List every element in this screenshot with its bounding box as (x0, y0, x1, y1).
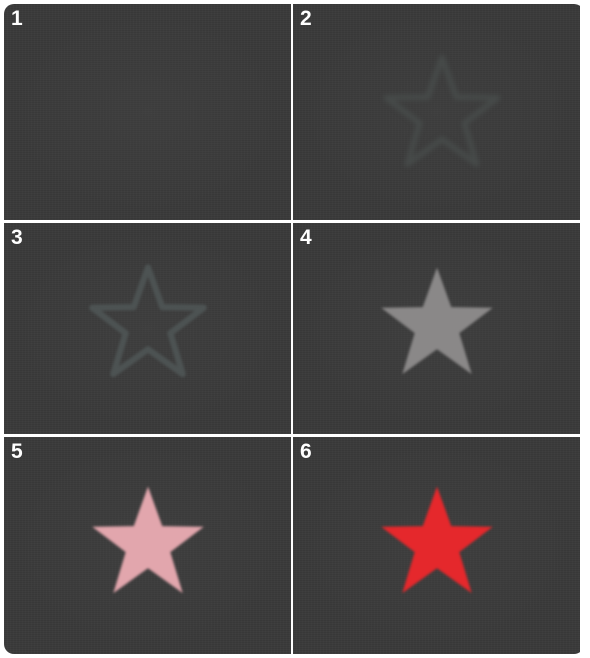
panel-number: 3 (11, 226, 23, 249)
panel-1: 1 (4, 4, 291, 220)
star-filled-pink-icon (86, 481, 210, 601)
star-filled-red-icon (375, 481, 499, 601)
panel-number: 5 (11, 440, 23, 463)
panel-number: 4 (300, 226, 312, 249)
panel-number: 2 (300, 7, 312, 30)
panel-3: 3 (4, 223, 291, 434)
panel-number: 6 (300, 440, 312, 463)
star-filled-gray-icon (375, 262, 499, 382)
panel-4: 4 (293, 223, 580, 434)
panel-number: 1 (11, 7, 23, 30)
panel-5: 5 (4, 437, 291, 654)
star-sequence-grid: 1 2 3 4 5 6 (4, 4, 584, 654)
panel-2: 2 (293, 4, 580, 220)
star-outline-icon (86, 262, 210, 382)
star-outline-faint-icon (380, 52, 504, 172)
panel-6: 6 (293, 437, 580, 654)
